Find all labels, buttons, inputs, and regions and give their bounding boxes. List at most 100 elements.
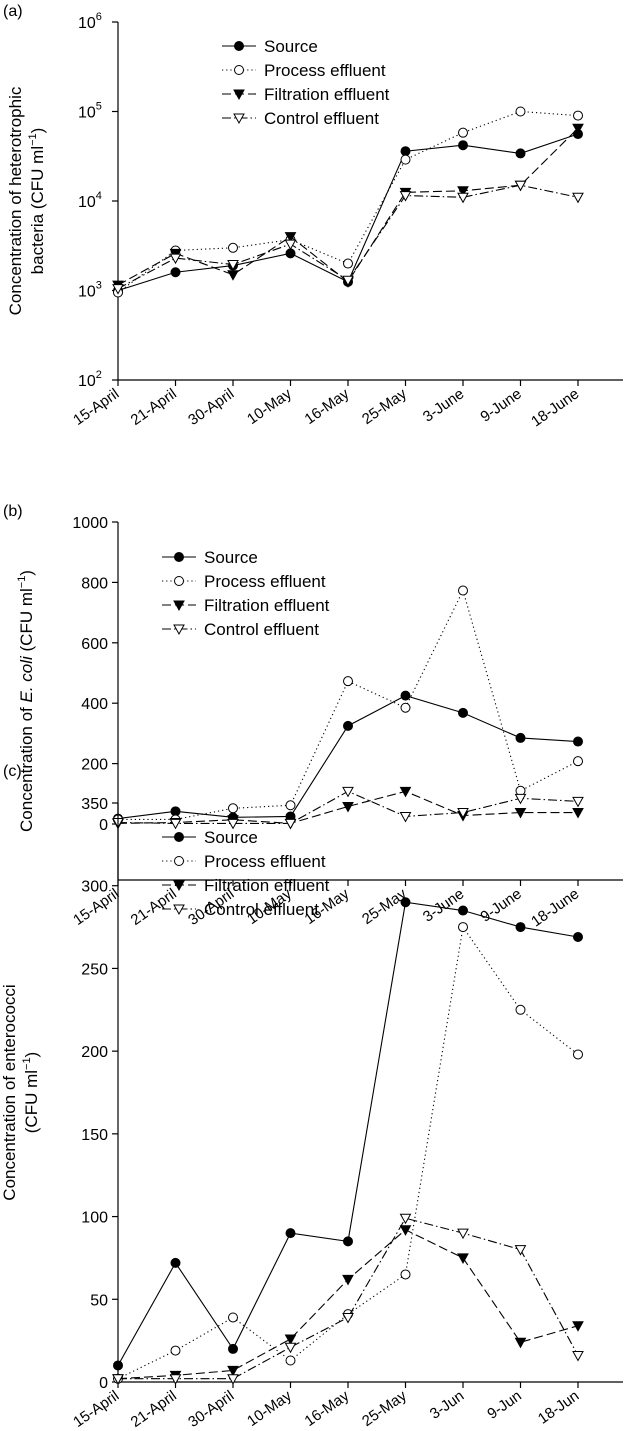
data-point (285, 248, 296, 259)
data-point (343, 720, 353, 731)
series-line (117, 925, 579, 1380)
y-axis-title: Concentration of E. coli (CFU ml−1) (16, 570, 36, 832)
data-point (572, 123, 584, 135)
data-point (284, 232, 297, 243)
series-line (117, 695, 579, 820)
data-point (285, 800, 296, 811)
legend-marker (233, 89, 245, 101)
legend-label: Source (264, 37, 318, 56)
y-axis-title-line: bacteria (CFU ml−1) (27, 128, 47, 275)
data-point (515, 148, 526, 159)
x-tick-label: 18-June (528, 385, 582, 430)
data-point (515, 106, 526, 117)
x-tick-label: 16-May (302, 1387, 353, 1430)
series-filtration-effluent (112, 1225, 584, 1385)
y-tick-label: 0 (99, 1375, 108, 1392)
series-source (113, 129, 583, 296)
data-point (572, 796, 584, 808)
legend-marker (173, 600, 185, 612)
chart-panel-1: (a) 102 103 104 105 106 15-April 21-April 30-Apr… (3, 3, 623, 430)
data-point (342, 786, 354, 798)
data-point (514, 793, 527, 805)
data-point (112, 1374, 124, 1385)
y-tick-label: 100 (81, 1210, 108, 1227)
legend-marker (234, 41, 244, 51)
data-point (170, 806, 181, 817)
x-tick-label: 18-June (528, 885, 582, 930)
data-point (515, 1004, 526, 1015)
data-point (572, 1321, 584, 1332)
y-tick-label: 102 (78, 369, 102, 390)
data-point (457, 808, 469, 819)
legend-label: Filtration effluent (264, 85, 390, 104)
data-point (458, 140, 468, 151)
data-point (399, 1213, 412, 1225)
y-axis-title-line: Concentration of enterococci (0, 984, 19, 1200)
series-line (117, 901, 579, 1366)
x-tick-label: 21-April (128, 885, 180, 929)
legend-marker (174, 856, 184, 866)
y-axis-title-line: Concentration of heterotrophic (6, 86, 25, 315)
x-tick-label: 9-June (477, 385, 524, 425)
data-point (400, 897, 411, 908)
data-point (284, 239, 297, 251)
data-point (227, 1365, 239, 1377)
y-tick-label: 105 (78, 101, 102, 122)
panel-label: (b) (3, 503, 23, 520)
x-tick-label: 25-May (359, 385, 410, 428)
legend-label: Control effluent (204, 620, 319, 639)
data-point (113, 1360, 123, 1371)
data-point (573, 756, 583, 767)
legend: Source Process effluent Filtration effluen… (162, 828, 330, 919)
data-point (400, 690, 411, 701)
data-point (343, 676, 353, 687)
data-point (112, 284, 124, 295)
data-point (284, 1334, 297, 1346)
series-line (117, 184, 579, 290)
x-tick-label: 10-May (244, 385, 295, 428)
y-tick-label: 50 (90, 1292, 108, 1309)
data-point (343, 258, 353, 269)
data-point (399, 1225, 412, 1236)
legend-marker (173, 904, 185, 916)
series-process-effluent (113, 106, 583, 298)
data-point (573, 931, 583, 942)
x-tick-label: 18-Jun (535, 1387, 582, 1427)
y-axis-title: Concentration of heterotrophic bacteria (… (6, 86, 47, 315)
data-point (457, 192, 469, 204)
x-tick-label: 15-April (70, 1387, 122, 1431)
y-tick-label: 200 (81, 757, 108, 774)
data-point (458, 585, 468, 596)
data-point (458, 922, 468, 933)
legend-marker (173, 880, 185, 892)
y-tick-label: 1000 (72, 515, 108, 532)
x-tick-label: 10-May (244, 1387, 295, 1430)
series-line (117, 1229, 579, 1380)
series-control-effluent (112, 1213, 584, 1385)
legend-label: Control effluent (204, 900, 319, 919)
data-point (227, 260, 239, 271)
series-line (117, 790, 578, 824)
data-point (399, 786, 412, 798)
legend-label: Filtration effluent (204, 876, 330, 895)
x-tick-label: 15-April (70, 385, 122, 429)
legend-label: Control effluent (264, 109, 379, 128)
data-point (514, 1337, 527, 1349)
x-tick-label: 30-April (185, 385, 237, 429)
y-tick-label: 300 (81, 879, 108, 896)
data-point (573, 736, 583, 747)
legend: Source Process effluent Filtration effluen… (222, 37, 390, 128)
data-point (284, 1342, 297, 1354)
data-point (457, 1253, 469, 1264)
data-point (228, 1343, 238, 1354)
x-tick-label: 9-Jun (484, 1387, 524, 1422)
legend-label: Process effluent (264, 61, 386, 80)
data-point (227, 270, 239, 281)
y-tick-label: 800 (81, 575, 108, 592)
data-point (514, 1245, 527, 1256)
legend-marker (173, 624, 185, 636)
y-axis-title: Concentration of enterococci (CFU ml−1) (0, 984, 41, 1200)
y-tick-label: 350 (81, 796, 108, 813)
